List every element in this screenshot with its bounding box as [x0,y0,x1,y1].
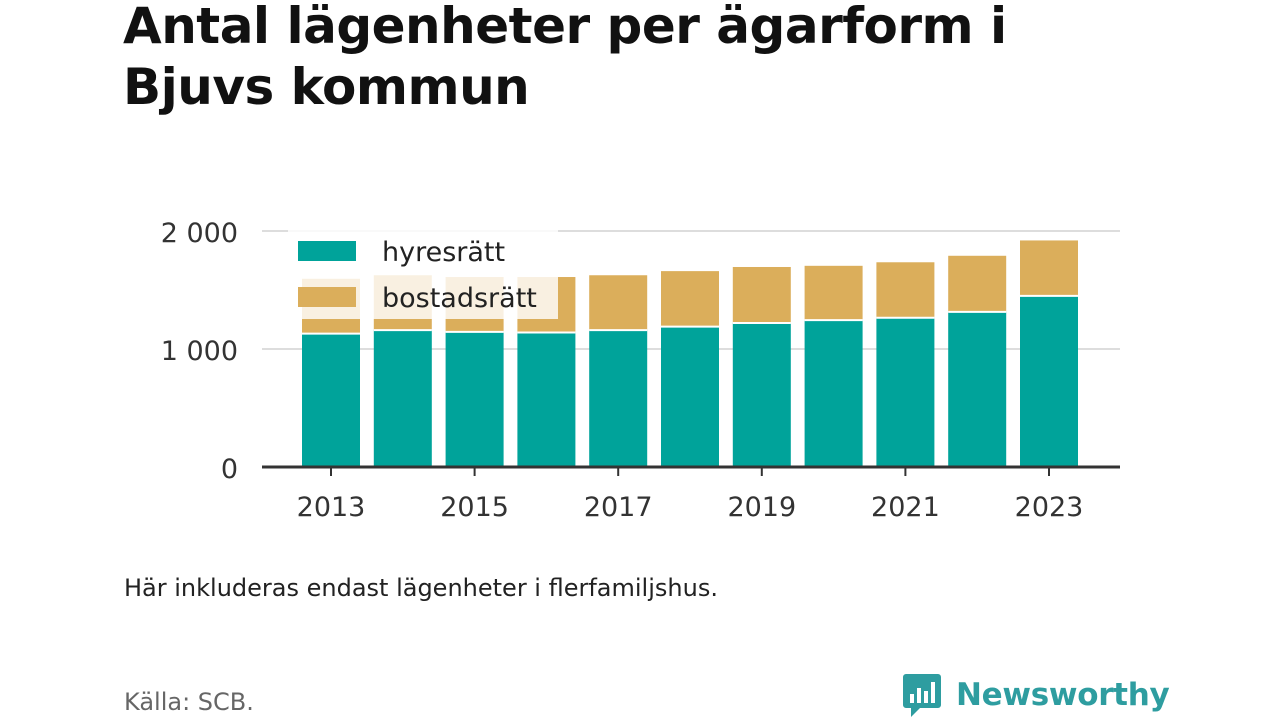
x-tick-label: 2023 [1015,492,1084,523]
legend-swatch-bostadsratt [298,287,356,307]
bar-hyresratt-2021 [876,317,935,467]
brand-name: Newsworthy [956,677,1170,713]
x-tick-label: 2015 [440,492,509,523]
bar-hyresratt-2017 [589,330,648,467]
bar-hyresratt-2018 [661,326,719,467]
x-tick-label: 2021 [871,492,940,523]
brand-logo[interactable]: Newsworthy [902,670,1170,720]
y-tick-label: 2 000 [161,218,238,249]
legend-swatch-hyresratt [298,241,356,261]
bar-bostadsratt-2017 [589,275,648,331]
y-tick-label: 0 [221,454,238,485]
legend-label-bostadsratt: bostadsrätt [382,283,537,314]
bar-hyresratt-2022 [948,311,1007,467]
bar-bostadsratt-2022 [948,255,1007,312]
x-tick-label: 2019 [727,492,796,523]
bar-bostadsratt-2019 [732,266,791,324]
bar-hyresratt-2023 [1020,295,1078,467]
axes: 0 1 000 2 000 2013 2015 2017 2019 2021 2023 [161,218,1120,523]
source-text: Källa: SCB. [124,688,254,716]
bar-hyresratt-2014 [373,330,432,467]
x-tick-label: 2013 [297,492,366,523]
bar-bostadsratt-2018 [661,271,719,327]
bar-hyresratt-2019 [732,323,791,467]
y-tick-label: 1 000 [161,336,238,367]
bar-bostadsratt-2021 [876,262,935,318]
bar-bostadsratt-2020 [804,265,863,321]
chart-title: Antal lägenheter per ägarform i Bjuvs ko… [123,0,1007,116]
newsworthy-logo-icon [903,674,941,717]
bar-bostadsratt-2023 [1020,240,1078,296]
legend: hyresrätt bostadsrätt [288,227,558,319]
footnote: Här inkluderas endast lägenheter i flerf… [124,574,718,602]
bar-hyresratt-2015 [445,331,504,467]
legend-label-hyresratt: hyresrätt [382,237,505,268]
bar-hyresratt-2013 [302,333,360,467]
x-tick-label: 2017 [584,492,653,523]
bar-hyresratt-2020 [804,320,863,467]
bar-hyresratt-2016 [517,332,576,467]
